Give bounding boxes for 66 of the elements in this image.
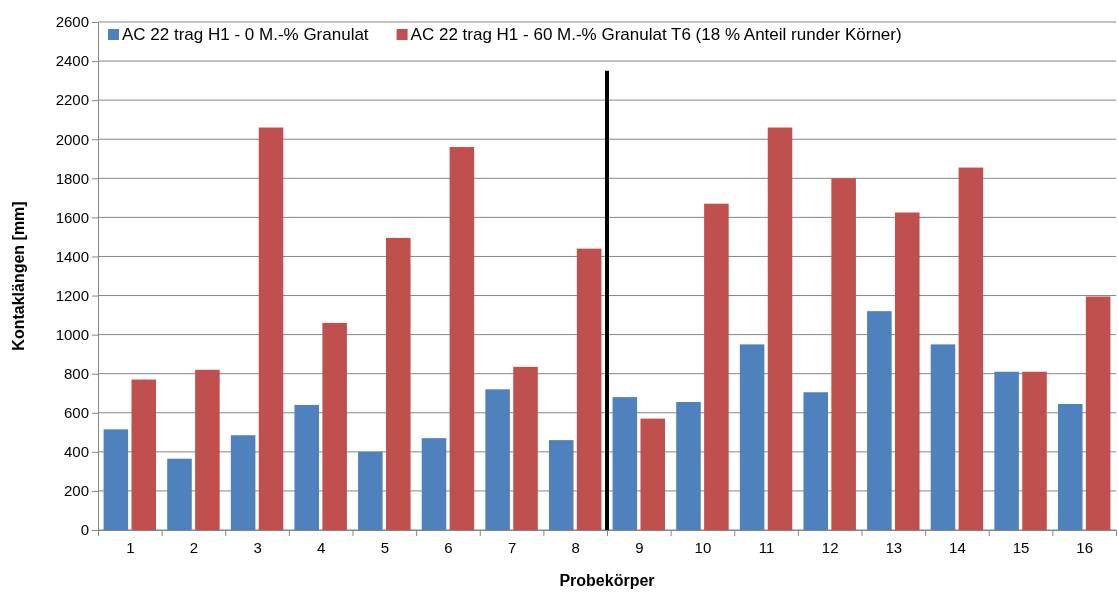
bar [385, 237, 411, 530]
x-tick-label: 11 [758, 538, 775, 556]
y-tick-label: 2600 [55, 13, 89, 31]
bar [167, 458, 192, 530]
y-tick-label: 1800 [55, 169, 89, 187]
bar [1022, 371, 1047, 530]
y-tick-label: 400 [63, 443, 89, 461]
x-tick-label: 10 [694, 538, 712, 556]
bar [195, 369, 220, 530]
y-axis-title: Kontaklängen [mm] [10, 201, 27, 351]
y-tick-label: 1200 [55, 286, 89, 304]
bar [1057, 403, 1083, 530]
x-tick-label: 5 [380, 538, 389, 556]
bar [1085, 296, 1111, 530]
x-axis-title: Probekörper [559, 572, 655, 589]
y-tick-label: 1600 [55, 208, 89, 226]
bar [676, 402, 701, 530]
x-tick-label: 1 [126, 538, 135, 556]
bar [513, 366, 538, 530]
y-tick-label: 800 [63, 364, 89, 382]
bar [612, 397, 638, 530]
bar [103, 429, 129, 530]
bar [994, 371, 1019, 530]
bar [485, 389, 510, 530]
bar [704, 203, 729, 530]
x-tick-label: 12 [821, 538, 839, 556]
x-tick-label: 14 [949, 538, 966, 556]
x-tick-label: 13 [885, 538, 903, 556]
y-tick-label: 2400 [55, 52, 89, 70]
x-tick-label: 4 [317, 538, 326, 556]
y-tick-label: 1000 [55, 325, 89, 343]
x-tick-label: 6 [444, 538, 453, 556]
x-tick-label: 3 [253, 538, 262, 556]
bar [958, 167, 984, 530]
y-tick-label: 2000 [55, 130, 89, 148]
bar [131, 379, 157, 530]
bar [358, 451, 383, 530]
bar [294, 404, 320, 530]
bar [230, 435, 256, 530]
x-tick-label: 16 [1076, 538, 1094, 556]
bar [831, 178, 856, 530]
y-tick-label: 1400 [55, 247, 89, 265]
x-tick-label: 8 [571, 538, 580, 556]
bar [548, 440, 574, 530]
y-tick-label: 2200 [55, 91, 89, 109]
x-tick-label: 15 [1012, 538, 1030, 556]
legend-label: AC 22 trag H1 - 0 M.-% Granulat [122, 25, 369, 44]
bar [867, 311, 892, 530]
x-tick-label: 7 [507, 538, 517, 556]
bar [640, 418, 666, 530]
x-tick-label: 2 [189, 538, 199, 556]
bar [767, 127, 793, 530]
y-tick-label: 200 [63, 482, 89, 500]
bar [803, 392, 829, 530]
bar [576, 248, 602, 530]
bar [421, 438, 447, 530]
bar [449, 147, 475, 530]
x-tick-label: 9 [635, 538, 644, 556]
bar [739, 344, 765, 530]
y-tick-label: 600 [63, 404, 89, 422]
bar [930, 344, 956, 530]
y-tick-label: 0 [80, 521, 89, 539]
bar [258, 127, 284, 530]
bar [894, 212, 920, 530]
legend-label: AC 22 trag H1 - 60 M.-% Granulat T6 (18 % Anteil runder Körner) [410, 25, 902, 44]
bar [322, 322, 347, 530]
